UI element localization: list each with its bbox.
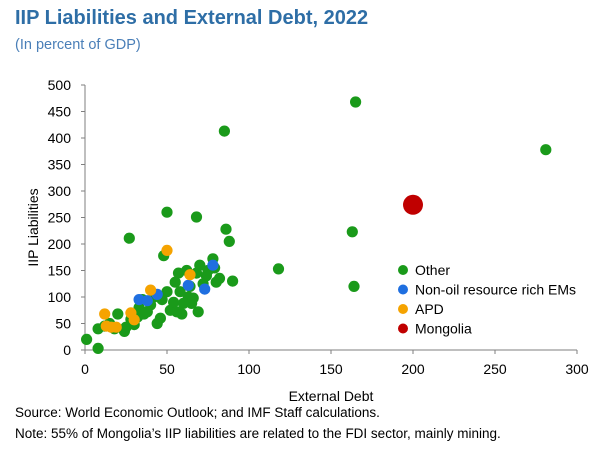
data-point-other bbox=[540, 144, 552, 156]
data-point-other bbox=[176, 308, 188, 320]
y-tick-label: 300 bbox=[48, 183, 72, 199]
data-point-non-oil-resource-rich-ems bbox=[199, 283, 211, 295]
data-point-other bbox=[218, 125, 230, 137]
chart-axes bbox=[84, 85, 577, 351]
y-tick-labels: 0 50 100 150 200 250 300 350 400 450 500 bbox=[48, 77, 85, 358]
data-point-other bbox=[220, 223, 232, 235]
x-tick-label: 0 bbox=[81, 361, 89, 377]
x-tick-label: 250 bbox=[483, 361, 507, 377]
y-tick-label: 400 bbox=[48, 130, 72, 146]
chart-legend: Other Non-oil resource rich EMs APD Mongoli… bbox=[398, 262, 576, 337]
y-tick-label: 150 bbox=[48, 263, 72, 279]
legend-label: Other bbox=[415, 262, 450, 278]
data-point-other bbox=[123, 232, 135, 244]
data-point-apd bbox=[128, 314, 140, 326]
legend-marker bbox=[398, 304, 408, 314]
x-tick-label: 200 bbox=[401, 361, 425, 377]
y-tick-label: 350 bbox=[48, 157, 72, 173]
data-point-other bbox=[154, 312, 166, 324]
data-point-other bbox=[223, 235, 235, 247]
data-points bbox=[81, 96, 552, 354]
data-point-other bbox=[169, 276, 181, 288]
x-tick-labels: 0 50 100 150 200 250 300 bbox=[81, 350, 589, 377]
y-tick-label: 450 bbox=[48, 104, 72, 120]
data-point-non-oil-resource-rich-ems bbox=[207, 259, 219, 271]
data-point-other bbox=[81, 333, 93, 345]
legend-label: APD bbox=[415, 301, 444, 317]
x-tick-label: 100 bbox=[237, 361, 261, 377]
data-point-mongolia bbox=[403, 194, 423, 215]
legend-label: Non-oil resource rich EMs bbox=[415, 282, 576, 298]
y-tick-label: 500 bbox=[48, 77, 72, 93]
chart-title: IIP Liabilities and External Debt, 2022 bbox=[15, 7, 369, 29]
footnote: Note: 55% of Mongolia’s IIP liabilities … bbox=[15, 426, 501, 441]
y-axis-title: IIP Liabilities bbox=[25, 188, 41, 266]
data-point-non-oil-resource-rich-ems bbox=[182, 279, 194, 291]
legend-marker bbox=[398, 284, 408, 295]
data-point-non-oil-resource-rich-ems bbox=[141, 295, 153, 307]
data-point-other bbox=[272, 263, 285, 275]
data-point-other bbox=[227, 275, 239, 287]
data-point-other bbox=[92, 342, 104, 354]
data-point-other bbox=[192, 306, 204, 318]
chart-subtitle: (In percent of GDP) bbox=[15, 37, 141, 53]
data-point-other bbox=[348, 280, 360, 292]
data-point-apd bbox=[161, 244, 173, 256]
data-point-other bbox=[346, 226, 358, 238]
x-tick-label: 50 bbox=[159, 361, 175, 377]
y-tick-label: 250 bbox=[48, 210, 72, 226]
data-point-other bbox=[187, 292, 199, 304]
data-point-other bbox=[161, 286, 173, 298]
data-point-apd bbox=[99, 308, 111, 320]
legend-marker bbox=[398, 323, 408, 334]
source-note: Source: World Economic Outlook; and IMF … bbox=[15, 405, 380, 420]
data-point-other bbox=[194, 259, 206, 271]
y-tick-label: 200 bbox=[48, 236, 72, 252]
data-point-other bbox=[190, 211, 203, 223]
data-point-apd bbox=[110, 321, 122, 333]
x-tick-label: 150 bbox=[319, 361, 343, 377]
data-point-other bbox=[112, 308, 124, 320]
y-tick-label: 100 bbox=[48, 289, 72, 305]
data-point-other bbox=[161, 206, 173, 218]
data-point-non-oil-resource-rich-ems bbox=[133, 294, 145, 306]
data-point-other bbox=[350, 96, 362, 108]
scatter-chart: 0 50 100 150 200 250 300 0 50 100 150 200 250 300 350… bbox=[25, 77, 589, 404]
y-tick-label: 0 bbox=[63, 342, 71, 358]
legend-label: Mongolia bbox=[415, 321, 472, 337]
x-axis-title: External Debt bbox=[289, 388, 374, 404]
data-point-other bbox=[213, 272, 226, 284]
x-tick-label: 300 bbox=[565, 361, 589, 377]
data-point-apd bbox=[145, 284, 157, 296]
data-point-other bbox=[174, 286, 186, 298]
data-point-other bbox=[168, 296, 180, 308]
legend-marker bbox=[398, 265, 408, 275]
y-tick-label: 50 bbox=[55, 316, 71, 332]
data-point-apd bbox=[184, 269, 196, 281]
